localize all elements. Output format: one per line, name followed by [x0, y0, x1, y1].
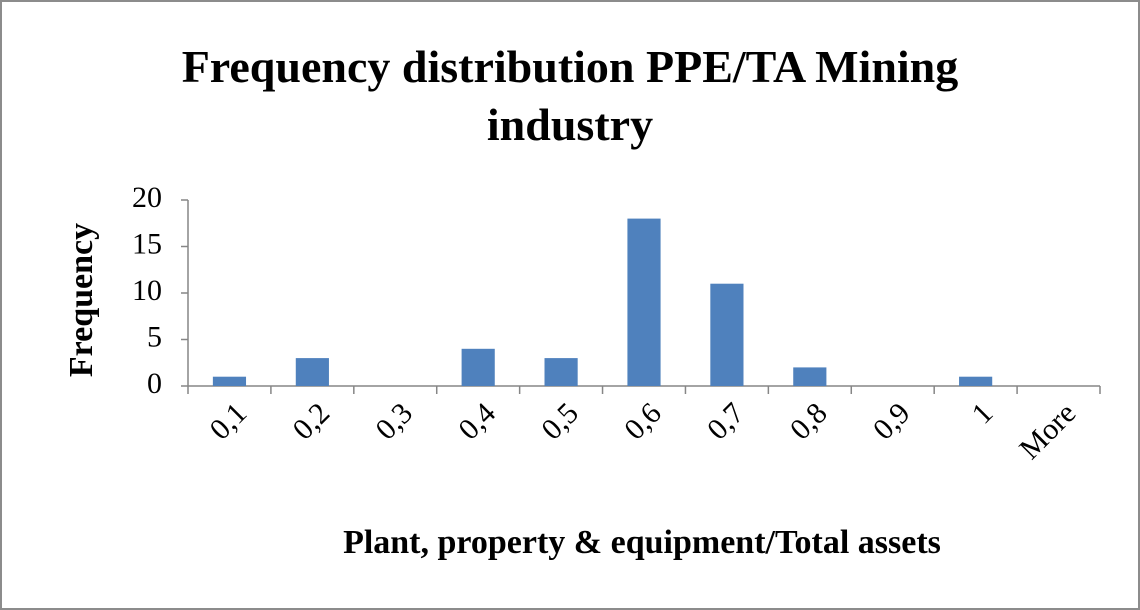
y-tick-label: 5 [147, 320, 162, 353]
x-tick-label: 0,5 [535, 396, 585, 446]
y-tick-label: 10 [132, 274, 162, 307]
bar [793, 367, 827, 386]
y-tick-label: 0 [147, 367, 162, 400]
y-tick-label: 15 [132, 227, 162, 260]
x-tick-label: 0,3 [369, 396, 419, 446]
bar [295, 358, 329, 386]
x-tick-label: 0,6 [618, 396, 668, 446]
x-tick-label: More [1013, 396, 1082, 465]
x-tick-label: 0,8 [784, 396, 834, 446]
bar [212, 376, 247, 386]
y-axis-label: Frequency [63, 223, 100, 377]
y-tick-label: 20 [132, 181, 162, 214]
x-tick-label: 0,9 [867, 396, 917, 446]
x-tick-label: 0,1 [203, 396, 253, 446]
bar [959, 376, 993, 386]
bar [710, 283, 744, 386]
x-tick-label: 0,2 [286, 396, 336, 446]
bar [627, 218, 661, 386]
bar [461, 348, 495, 386]
x-axis-label: Plant, property & equipment/Total assets [343, 524, 941, 561]
x-tick-label: 1 [966, 396, 1000, 430]
x-tick-label: 0,4 [452, 396, 502, 446]
bar [544, 358, 578, 386]
x-tick-label: 0,7 [701, 396, 751, 446]
chart-title: Frequency distribution PPE/TA Mining ind… [181, 41, 959, 150]
